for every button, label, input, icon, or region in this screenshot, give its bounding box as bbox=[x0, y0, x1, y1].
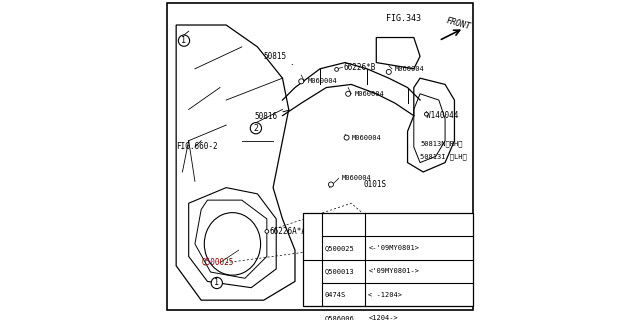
Circle shape bbox=[335, 68, 339, 71]
Text: W140044: W140044 bbox=[426, 111, 459, 120]
Text: M060004: M060004 bbox=[342, 175, 372, 181]
Text: 50813N〈RH〉: 50813N〈RH〉 bbox=[420, 140, 463, 147]
Circle shape bbox=[424, 112, 428, 116]
Text: 50816: 50816 bbox=[254, 110, 289, 121]
Text: M060004: M060004 bbox=[307, 78, 337, 84]
Text: M060004: M060004 bbox=[355, 91, 384, 97]
Text: < -1204>: < -1204> bbox=[369, 292, 403, 298]
Text: Q586006: Q586006 bbox=[324, 315, 355, 320]
Circle shape bbox=[179, 35, 189, 46]
Circle shape bbox=[328, 182, 333, 187]
Text: Q500013: Q500013 bbox=[324, 268, 355, 274]
Text: 50815: 50815 bbox=[264, 52, 292, 65]
Text: FRONT: FRONT bbox=[445, 16, 472, 31]
Circle shape bbox=[211, 277, 223, 289]
Bar bbox=[303, 212, 473, 307]
Text: 0474S: 0474S bbox=[324, 292, 346, 298]
Text: FIG.343: FIG.343 bbox=[386, 14, 420, 23]
Text: A660001417: A660001417 bbox=[415, 296, 461, 305]
Circle shape bbox=[299, 79, 304, 84]
Text: 1: 1 bbox=[182, 36, 186, 45]
Text: 66226*B: 66226*B bbox=[344, 63, 376, 72]
Text: <-'09MY0801>: <-'09MY0801> bbox=[369, 245, 419, 251]
Text: M060004: M060004 bbox=[395, 66, 425, 72]
Text: Q500025: Q500025 bbox=[201, 258, 234, 267]
Circle shape bbox=[387, 69, 391, 75]
Text: <1204->: <1204-> bbox=[369, 315, 398, 320]
Text: 2: 2 bbox=[253, 124, 259, 133]
Text: 2: 2 bbox=[310, 278, 314, 287]
Circle shape bbox=[250, 123, 262, 134]
Circle shape bbox=[265, 229, 269, 233]
Text: 1: 1 bbox=[310, 232, 314, 241]
Circle shape bbox=[307, 231, 317, 241]
Text: Q500025: Q500025 bbox=[324, 245, 355, 251]
Text: <'09MY0801->: <'09MY0801-> bbox=[369, 268, 419, 274]
Text: FIG.660-2: FIG.660-2 bbox=[176, 142, 218, 151]
Text: 1: 1 bbox=[214, 278, 220, 287]
Circle shape bbox=[344, 135, 349, 140]
Circle shape bbox=[307, 278, 317, 288]
Text: 50813I 〈LH〉: 50813I 〈LH〉 bbox=[420, 153, 467, 160]
Circle shape bbox=[346, 91, 351, 96]
Text: M060004: M060004 bbox=[351, 135, 381, 140]
Text: 66226A*A: 66226A*A bbox=[270, 227, 307, 236]
Text: 0101S: 0101S bbox=[364, 180, 387, 189]
